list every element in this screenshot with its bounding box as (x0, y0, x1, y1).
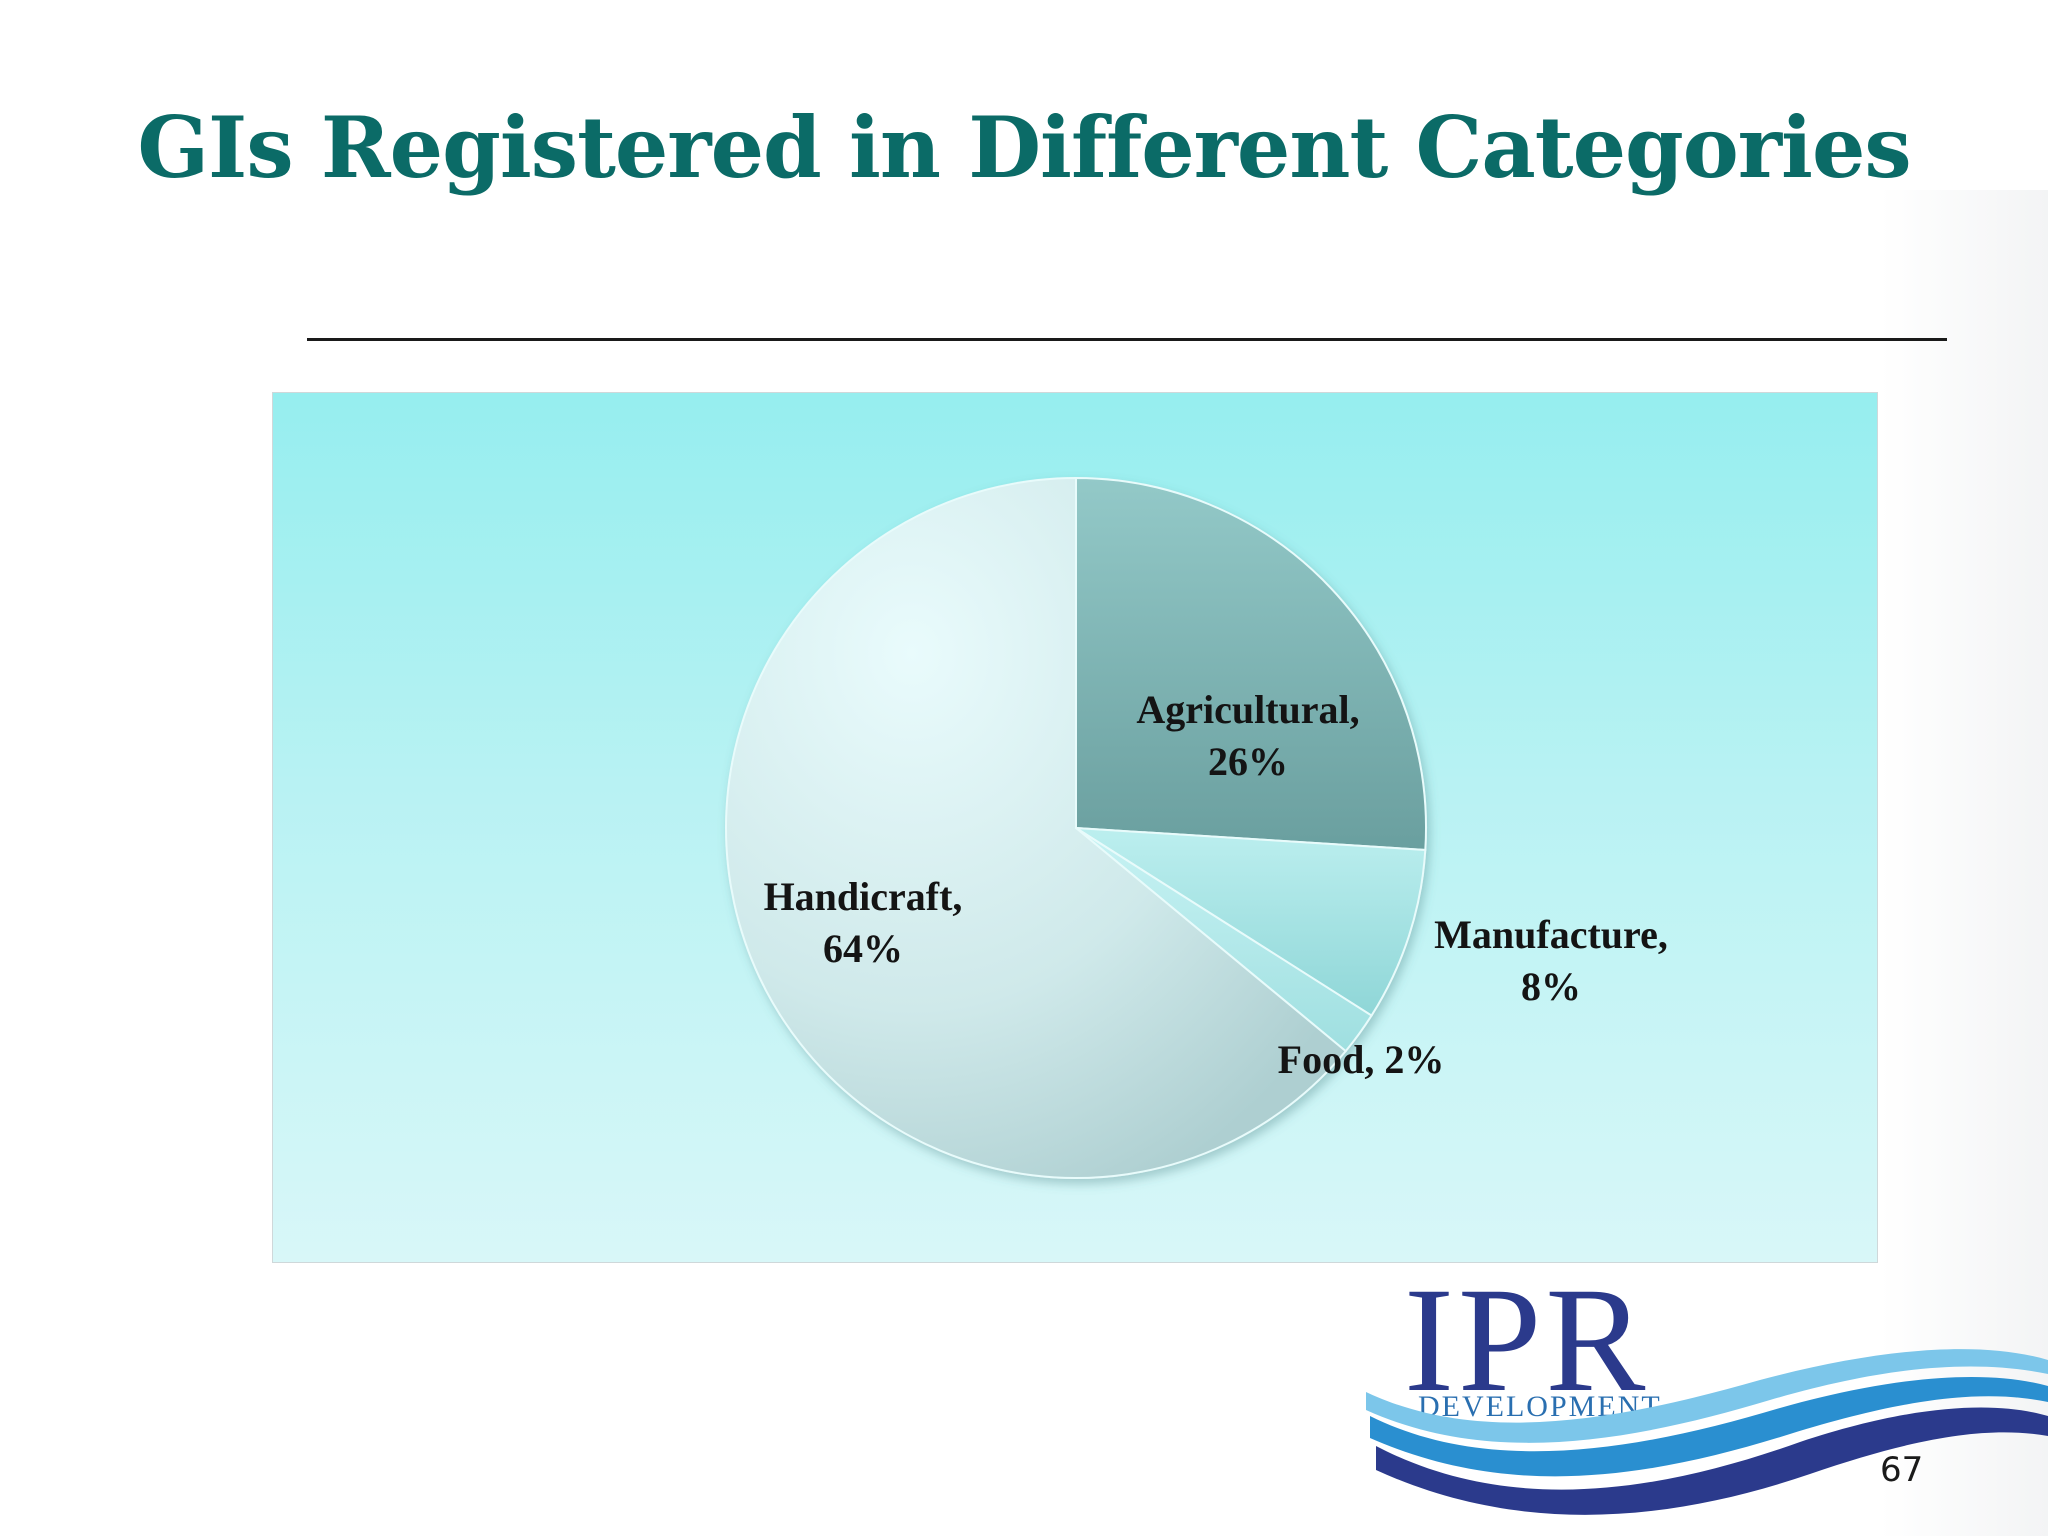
slice-label-manufacture: Manufacture, 8% (1434, 912, 1668, 1009)
right-edge-shade (1880, 190, 2048, 1536)
slide-title: GIs Registered in Different Categories (137, 98, 1911, 197)
page-number: 67 (1880, 1450, 1924, 1490)
slice-label-name: Manufacture, (1434, 912, 1668, 957)
slice-label-food: Food, 2% (1278, 1037, 1445, 1082)
title-divider (307, 338, 1947, 341)
logo-wordmark: IPR (1404, 1270, 1649, 1423)
slice-label-name: Agricultural, (1136, 687, 1359, 732)
pie-chart: Agricultural, 26% Manufacture, 8% Food, 2% Ha… (725, 476, 1668, 1179)
slice-label-value: 26% (1208, 739, 1288, 784)
slice-label-handicraft: Handicraft, 64% (764, 874, 963, 971)
slice-label-agricultural: Agricultural, 26% (1136, 687, 1359, 784)
slice-label-value: 64% (823, 926, 903, 971)
slice-label-name: Handicraft, (764, 874, 963, 919)
chart-area: Agricultural, 26% Manufacture, 8% Food, 2% Ha… (272, 392, 1878, 1263)
logo-wave-icon (1366, 1349, 2048, 1515)
slice-label-value: 8% (1521, 964, 1581, 1009)
ipr-development-logo: IPR DEVELOPMENT (1366, 1270, 2048, 1515)
pie-slice-manufacture (1075, 827, 1427, 1017)
pie-slice-handicraft (725, 476, 1348, 1179)
slice-label-name: Food, 2% (1278, 1037, 1445, 1082)
pie-slice-agricultural (1075, 476, 1427, 852)
